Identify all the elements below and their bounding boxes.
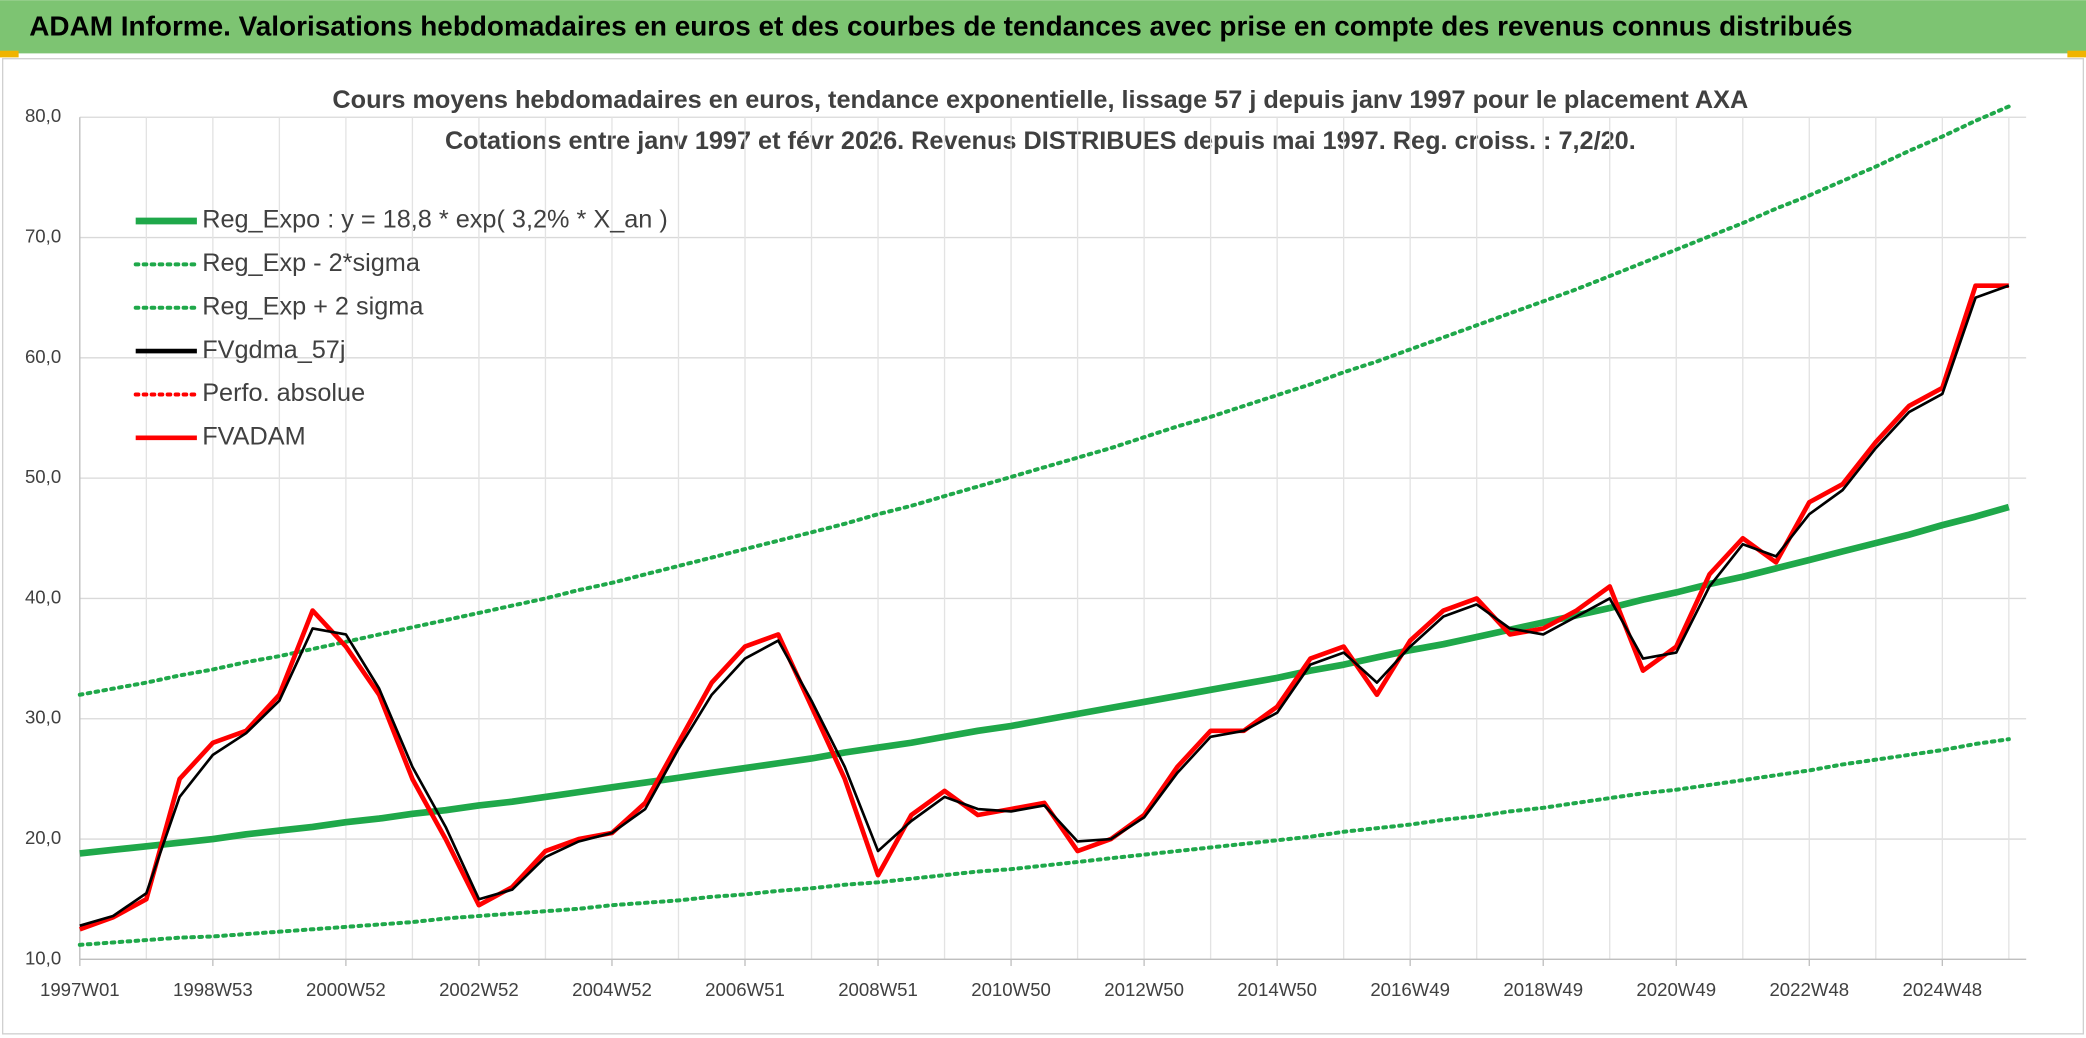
x-tick-label: 1998W53 [173, 979, 253, 1000]
chart-subtitle: Cotations entre janv 1997 et févr 2026. … [445, 127, 1636, 155]
y-tick-label: 20,0 [25, 827, 61, 848]
y-tick-label: 30,0 [25, 707, 61, 728]
x-tick-label: 2020W49 [1636, 979, 1716, 1000]
x-tick-label: 2022W48 [1769, 979, 1849, 1000]
legend-label: Reg_Exp + 2 sigma [202, 292, 424, 320]
x-tick-label: 2012W50 [1104, 979, 1184, 1000]
legend-label: FVgdma_57j [202, 336, 345, 364]
legend-label: Reg_Exp - 2*sigma [202, 249, 421, 277]
series-line [77, 737, 2011, 947]
y-tick-label: 80,0 [25, 105, 61, 126]
series-line [79, 284, 2010, 927]
x-tick-label: 1997W01 [40, 979, 120, 1000]
x-tick-label: 2004W52 [572, 979, 652, 1000]
x-tick-label: 2006W51 [705, 979, 785, 1000]
corner-left [0, 50, 19, 58]
x-tick-label: 2002W52 [439, 979, 519, 1000]
banner-title: ADAM Informe. Valorisations hebdomadaire… [29, 10, 1852, 41]
legend-label: Perfo. absolue [202, 379, 365, 407]
x-tick-label: 2010W50 [971, 979, 1051, 1000]
corner-right [2067, 50, 2086, 58]
x-tick-label: 2018W49 [1503, 979, 1583, 1000]
x-tick-label: 2024W48 [1902, 979, 1982, 1000]
series-line [79, 503, 2010, 857]
x-tick-label: 2000W52 [306, 979, 386, 1000]
y-tick-label: 40,0 [25, 586, 61, 607]
legend-label: FVADAM [202, 423, 305, 451]
banner [0, 0, 2086, 54]
chart-title: Cours moyens hebdomadaires en euros, ten… [332, 86, 1748, 114]
x-tick-label: 2008W51 [838, 979, 918, 1000]
series-line [79, 283, 2009, 932]
series-line [77, 104, 2011, 697]
x-tick-label: 2014W50 [1237, 979, 1317, 1000]
chart-border [1, 58, 2085, 1035]
legend-label: Reg_Expo : y = 18,8 * exp( 3,2% * X_an ) [202, 206, 668, 234]
x-tick-label: 2016W49 [1370, 979, 1450, 1000]
y-tick-label: 50,0 [25, 466, 61, 487]
y-tick-label: 60,0 [25, 346, 61, 367]
y-tick-label: 70,0 [25, 225, 61, 246]
y-tick-label: 10,0 [25, 947, 61, 968]
